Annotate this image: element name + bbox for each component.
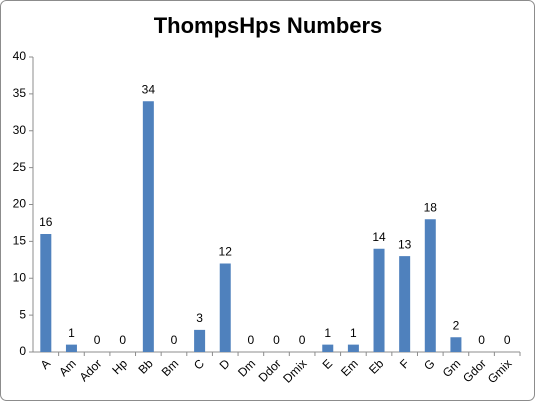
data-label: 1 — [324, 326, 331, 340]
bar — [65, 344, 77, 352]
y-tick-label: 20 — [13, 197, 27, 211]
data-label: 2 — [453, 318, 460, 332]
y-tick-label: 15 — [13, 234, 27, 248]
data-label: 0 — [299, 333, 306, 347]
bar — [194, 329, 206, 352]
bar — [347, 344, 359, 352]
data-label: 13 — [398, 237, 412, 251]
bar — [322, 344, 334, 352]
data-label: 1 — [350, 326, 357, 340]
data-label: 1 — [68, 326, 75, 340]
bar — [450, 337, 462, 352]
data-label: 0 — [171, 333, 178, 347]
bar — [399, 256, 411, 352]
bar — [219, 263, 231, 352]
bar — [142, 101, 154, 352]
chart-title: ThompsHps Numbers — [154, 13, 383, 38]
data-label: 0 — [478, 333, 485, 347]
data-label: 0 — [248, 333, 255, 347]
y-tick-label: 30 — [13, 123, 27, 137]
y-tick-label: 0 — [19, 344, 26, 358]
y-tick-label: 5 — [19, 307, 26, 321]
data-label: 0 — [119, 333, 126, 347]
data-label: 3 — [196, 311, 203, 325]
bar — [40, 234, 52, 352]
data-label: 0 — [273, 333, 280, 347]
y-tick-label: 25 — [13, 160, 27, 174]
bar — [424, 219, 436, 352]
y-tick-label: 40 — [13, 49, 27, 63]
data-label: 12 — [219, 245, 233, 259]
data-label: 18 — [424, 200, 438, 214]
y-tick-label: 35 — [13, 86, 27, 100]
data-label: 16 — [39, 215, 53, 229]
y-tick-label: 10 — [13, 270, 27, 284]
data-label: 34 — [142, 82, 156, 96]
data-label: 14 — [372, 230, 386, 244]
bar — [373, 248, 385, 352]
data-label: 0 — [504, 333, 511, 347]
data-label: 0 — [94, 333, 101, 347]
